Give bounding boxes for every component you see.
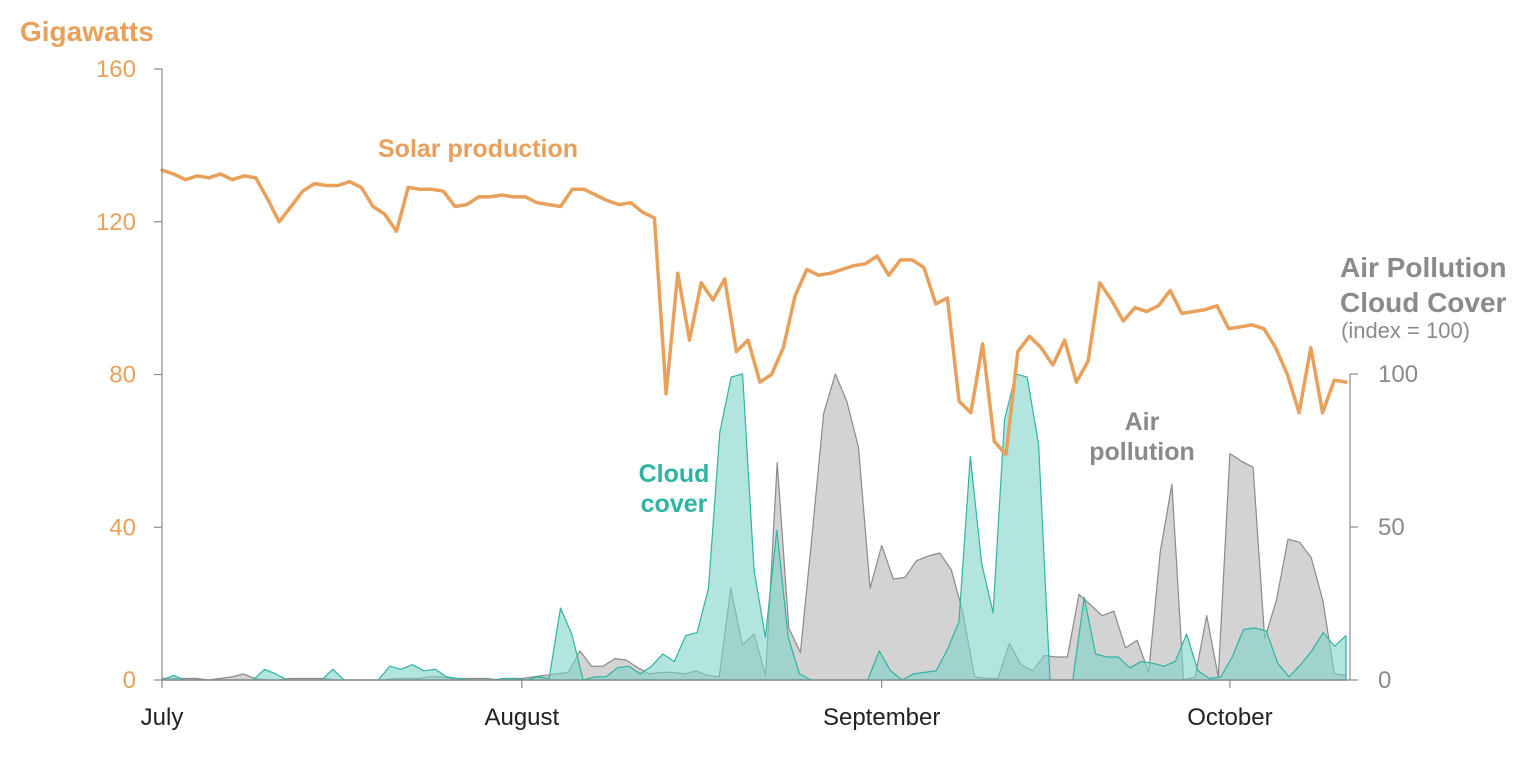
x-tick-label: October (1187, 704, 1272, 731)
right-tick-label: 50 (1378, 514, 1405, 541)
air-pollution-annotation-line2: pollution (1089, 438, 1195, 466)
right-axis-title-line2: Cloud Cover (1340, 287, 1507, 318)
right-axis-title-line1: Air Pollution (1340, 252, 1507, 283)
x-tick-label: July (141, 704, 184, 731)
left-tick-label: 40 (109, 514, 136, 541)
line-layer (160, 168, 1348, 457)
left-tick-label: 120 (96, 209, 136, 236)
right-tick-label: 100 (1378, 361, 1418, 388)
air-pollution-annotation-line1: Air (1124, 408, 1160, 436)
right-axis-subtitle: (index = 100) (1341, 318, 1471, 343)
cloud-cover-annotation-line2: cover (640, 490, 708, 518)
air-pollution-annotation: Air pollution (1080, 407, 1204, 467)
left-tick-label: 0 (123, 667, 136, 694)
right-tick-label: 0 (1378, 667, 1391, 694)
right-axis-title: Air Pollution Cloud Cover (1340, 250, 1506, 320)
x-tick-label: August (484, 704, 559, 731)
cloud-cover-annotation: Cloud cover (632, 459, 716, 519)
solar-production-line (160, 168, 1348, 457)
axes-layer: 0 40 80 120 160 0 50 100 July August September Octo… (96, 56, 1418, 731)
solar-production-annotation: Solar production (378, 135, 578, 163)
left-tick-label: 160 (96, 56, 136, 83)
cloud-cover-annotation-line1: Cloud (638, 460, 710, 488)
left-axis-title: Gigawatts (20, 16, 154, 47)
x-tick-label: September (823, 704, 940, 731)
left-tick-label: 80 (109, 362, 136, 389)
